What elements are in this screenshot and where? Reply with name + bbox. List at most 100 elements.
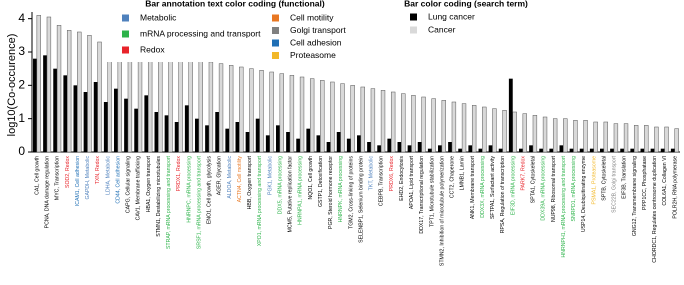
bar <box>539 148 544 152</box>
x-tick-label: EIF3B, Translation <box>622 156 628 199</box>
bar <box>640 148 645 152</box>
bar <box>589 148 594 152</box>
bar <box>279 73 284 153</box>
bar <box>411 95 416 153</box>
bar <box>235 122 240 152</box>
bar <box>124 98 128 152</box>
bar <box>468 145 473 152</box>
x-tick-label: LMNB1, Lamin <box>460 156 466 190</box>
x-tick-label: CD44, Cell adhesion <box>115 156 121 204</box>
x-tick-label: HNRNPH1, mRNA processing and transport <box>561 155 567 257</box>
bar <box>326 142 331 152</box>
x-tick-label: STRAP, mRNA processing and transport <box>166 155 172 249</box>
bar <box>458 148 463 152</box>
bar <box>205 125 209 152</box>
legend-swatch <box>122 30 129 38</box>
bar <box>357 135 361 152</box>
y-axis-label: log10(Co-occurence) <box>6 34 18 137</box>
bar <box>276 125 280 152</box>
bar <box>174 122 179 152</box>
bar <box>306 128 311 152</box>
x-tick-label: MYC, Transcription <box>55 156 61 200</box>
x-tick-label: GSTP1, Detoxification <box>318 156 324 207</box>
x-tick-label: SOD2, Redox <box>65 156 71 188</box>
bar <box>320 80 325 153</box>
x-tick-label: CEBPB, Transcription <box>379 156 385 206</box>
legend-box <box>104 0 366 62</box>
bar <box>498 148 503 152</box>
bar <box>225 128 230 152</box>
legend-label: mRNA processing and transport <box>140 28 261 38</box>
bar <box>147 51 153 153</box>
bar <box>522 113 527 153</box>
bar <box>542 116 548 153</box>
x-tick-label: SNRPD1, mRNA processing <box>571 156 577 222</box>
x-tick-label: GAPDH, Metabolic <box>85 156 91 200</box>
x-tick-label: TKT, Metabolic <box>369 156 375 191</box>
bar <box>610 148 614 152</box>
legend-label: Cell adhesion <box>290 37 342 47</box>
bar <box>417 142 422 152</box>
x-tick-label: HNRNPA1, mRNA processing <box>298 156 304 225</box>
legend-label: Lung cancer <box>428 11 475 21</box>
bar <box>593 121 598 153</box>
bar <box>508 78 513 152</box>
x-tick-label: TPT1, Microtubule stabilization <box>429 156 435 227</box>
bar <box>289 75 295 153</box>
x-tick-label: NUP98, Ribosomal transport <box>551 155 557 222</box>
bar <box>397 142 402 152</box>
x-tick-label: SRSF1, mRNA processing and transport <box>196 155 202 249</box>
x-tick-label: SPTB, Cytoskeletal <box>601 156 607 201</box>
bar <box>390 91 396 153</box>
x-tick-label: HBB, Oxygen transport <box>247 155 253 209</box>
bar <box>674 128 679 153</box>
legend-label: Metabolic <box>140 12 177 22</box>
x-tick-label: TGM2, Cross-linking of proteins <box>348 156 354 229</box>
x-tick-label: GNG12, Transmembrane signaling <box>632 156 638 236</box>
bar <box>660 148 665 152</box>
x-tick-label: PPP1CC, Phosphatase <box>642 156 648 210</box>
x-tick-label: COL6A1, Collagen VI <box>662 156 668 206</box>
bar <box>650 148 655 152</box>
bar <box>367 142 371 152</box>
bar <box>259 70 264 153</box>
legend-title: Bar color coding (search term) <box>404 0 528 8</box>
x-tick-label: DDX39A, mRNA processing <box>541 156 547 221</box>
legend-swatch <box>272 39 279 47</box>
x-tick-label: HBA1, Oxygen transport <box>146 155 152 212</box>
legend-swatch <box>272 14 279 22</box>
bar <box>184 105 189 152</box>
x-tick-label: PSMA1, Proteasome <box>591 156 597 205</box>
bar <box>583 120 588 153</box>
x-tick-label: CAV1, Membrane trafficking <box>136 156 142 221</box>
x-tick-label: PGR, Steroid hormone receptor <box>328 156 334 229</box>
x-tick-label: DDX17, Transcriptional regulation <box>419 156 425 234</box>
x-tick-label: CAPG, Cellular signaling <box>126 156 132 213</box>
bar <box>215 112 220 152</box>
bar <box>154 112 159 152</box>
bar <box>360 86 365 153</box>
legend-label: Proteasome <box>290 50 336 60</box>
bar <box>245 132 250 152</box>
bar <box>563 118 568 153</box>
bar <box>633 125 639 153</box>
bar <box>66 30 72 153</box>
legend-label: Cell motility <box>290 12 334 22</box>
bar <box>600 148 604 152</box>
y-tick-label: 0 <box>18 144 25 158</box>
bar <box>441 100 446 153</box>
bar <box>427 148 432 152</box>
bar <box>549 148 554 152</box>
x-tick-label: MCM5, Putative replication factor <box>288 156 294 233</box>
x-tick-label: XPO1, mRNA processing and transport <box>257 155 263 246</box>
bar <box>502 110 507 153</box>
x-tick-label: ICAM1, Cell adhesion <box>75 156 81 206</box>
bar <box>407 145 412 152</box>
bar <box>83 92 88 152</box>
legend-swatch <box>410 26 417 34</box>
x-tick-label: DDX3X, mRNA processing <box>480 156 486 218</box>
y-tick-label: 3 <box>18 44 25 58</box>
x-tick-label: CA1, Cell growth <box>34 156 40 195</box>
x-tick-label: EHD2, Endocytosis <box>399 156 405 201</box>
x-tick-label: ACTN4, Cell motility <box>237 156 243 203</box>
